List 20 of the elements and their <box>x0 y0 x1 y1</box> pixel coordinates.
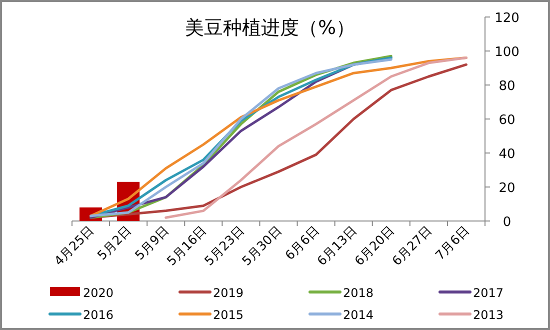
x-tick-label: 4月25日 <box>51 222 97 268</box>
legend-label: 2015 <box>213 308 244 322</box>
line-series <box>164 56 468 219</box>
legend-label: 2017 <box>473 286 504 300</box>
x-tick-label: 5月2日 <box>94 222 134 263</box>
y-tick-label: 60 <box>498 113 516 128</box>
y-tick-label: 40 <box>498 147 516 162</box>
legend-label: 2016 <box>83 308 114 322</box>
x-tick-label: 7月6日 <box>432 222 472 263</box>
y-tick-label: 80 <box>498 79 516 94</box>
y-tick-label: 0 <box>502 215 512 230</box>
y-tick-label: 100 <box>494 45 520 60</box>
legend-label: 2013 <box>473 308 504 322</box>
legend-label: 2019 <box>213 286 244 300</box>
y-tick-label: 120 <box>494 11 520 26</box>
legend-label: 2018 <box>343 286 374 300</box>
legend-label: 2014 <box>343 308 374 322</box>
legend-label: 2020 <box>83 286 114 300</box>
chart-title: 美豆种植进度（%） <box>184 17 356 39</box>
y-tick-label: 20 <box>498 181 516 196</box>
